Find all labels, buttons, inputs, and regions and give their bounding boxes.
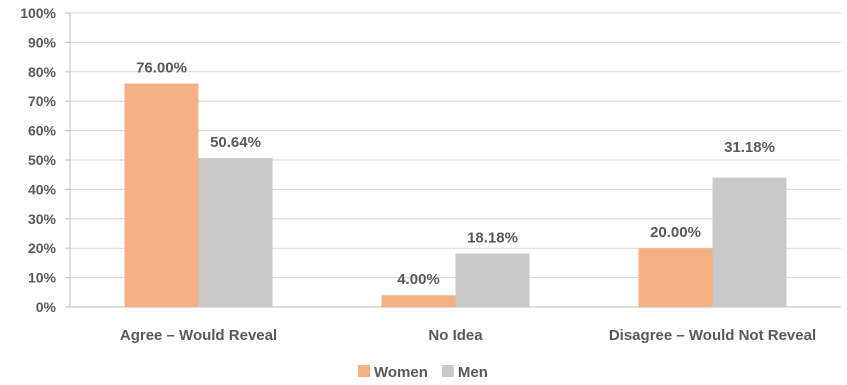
- legend: Women Men: [358, 364, 488, 381]
- legend-swatch-women: [358, 365, 370, 377]
- x-category-label: Agree – Would Reveal: [120, 327, 277, 344]
- legend-label: Women: [374, 364, 428, 381]
- y-tick-label: 80%: [28, 64, 57, 80]
- data-label: 50.64%: [210, 134, 261, 151]
- y-tick-label: 60%: [28, 123, 57, 139]
- y-tick-label: 10%: [28, 270, 57, 286]
- bar-women: [638, 248, 713, 307]
- data-labels: 76.00% 50.64% 4.00% 18.18% 20.00% 31.18%: [136, 60, 775, 289]
- y-tick-label: 100%: [20, 5, 56, 21]
- data-label: 4.00%: [397, 271, 440, 288]
- bar-men: [455, 253, 530, 307]
- y-tick-label: 70%: [28, 93, 57, 109]
- bar-women: [381, 295, 456, 307]
- y-axis: 0% 10% 20% 30% 40% 50% 60% 70% 80% 90% 100%: [20, 5, 71, 315]
- data-label: 31.18%: [724, 139, 775, 156]
- bars: [124, 83, 787, 307]
- y-tick-label: 30%: [28, 211, 57, 227]
- data-label: 18.18%: [467, 230, 518, 247]
- y-tick-label: 20%: [28, 240, 57, 256]
- y-tick-label: 50%: [28, 152, 57, 168]
- legend-label: Men: [458, 364, 488, 381]
- data-label: 76.00%: [136, 60, 187, 77]
- data-label: 20.00%: [650, 224, 701, 241]
- y-tick-label: 0%: [36, 299, 57, 315]
- bar-men: [712, 177, 787, 307]
- legend-swatch-men: [441, 365, 454, 377]
- y-tick-label: 90%: [28, 34, 57, 50]
- x-category-label: Disagree – Would Not Reveal: [609, 327, 816, 344]
- bar-women: [124, 83, 199, 307]
- x-axis: Agree – Would Reveal No Idea Disagree – Wo…: [70, 306, 841, 344]
- x-category-label: No Idea: [428, 327, 483, 344]
- y-tick-label: 40%: [28, 181, 57, 197]
- bar-men: [198, 158, 273, 307]
